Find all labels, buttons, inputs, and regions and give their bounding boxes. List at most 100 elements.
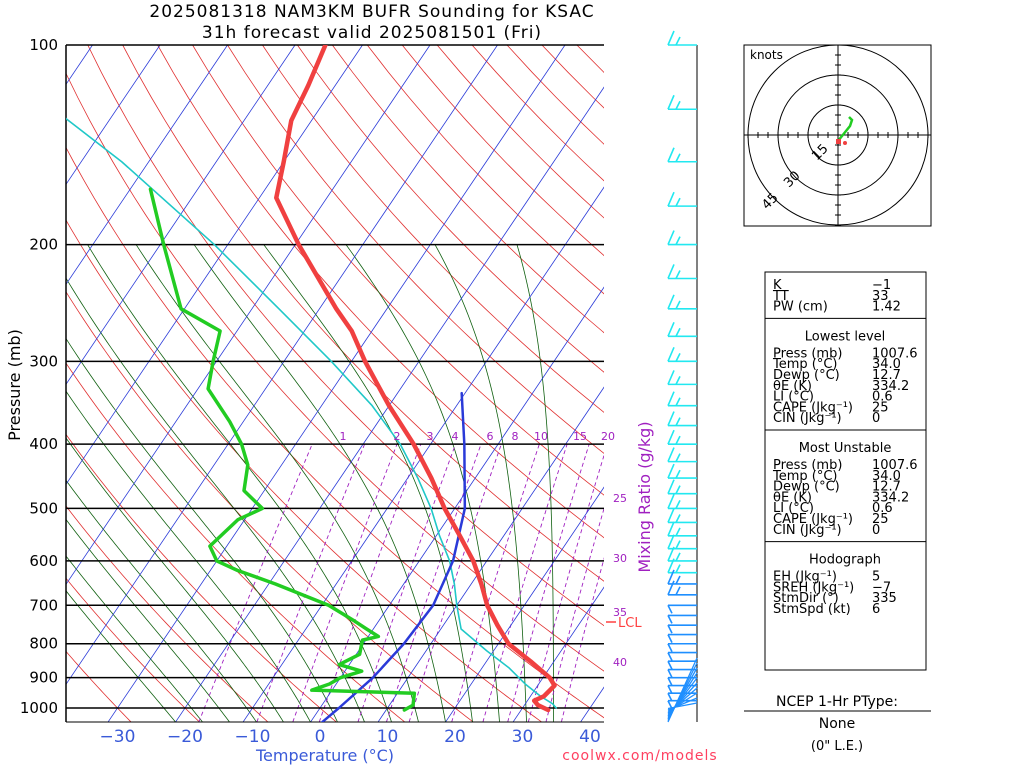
index-0-value: −1 [872,278,891,293]
ptype-value: None [819,716,856,732]
wind-barb-flag [675,435,681,445]
lowest-level-row-6-value: 0 [872,411,880,426]
wind-barb-flag [667,447,675,462]
dry-adiabat-line [262,45,604,413]
lowest-level-row-6-label: CIN (Jkg⁻¹) [773,411,842,426]
wind-barb-flag [667,191,675,207]
wind-barb-flag [675,564,681,574]
lowest-level-row-1-value: 34.0 [872,357,901,372]
mixing-ratio-line [560,557,604,722]
moist-adiabat-line [263,244,473,722]
wind-barb-flag [667,230,675,245]
hodograph-stats-heading: Hodograph [809,553,881,568]
wind-barb-flag [675,327,681,337]
pressure-tick-600: 600 [29,552,58,570]
temperature-tick-30: 30 [512,727,534,747]
most-unstable-row-5-label: CAPE (Jkg⁻¹) [773,512,853,527]
most-unstable-row-6-value: 0 [872,523,880,538]
hodograph-storm-motion-marker [836,139,841,144]
wind-barb-flag [667,463,675,479]
wind-barb-flag [667,669,673,678]
chart-title: 2025081318 NAM3KM BUFR Sounding for KSAC [149,2,594,22]
isotherm-line [242,186,604,722]
lowest-level-row-3-value: 334.2 [872,379,909,394]
mixing-ratio-label-4: 4 [452,430,459,443]
wind-barb-flag [667,677,673,687]
hodograph-stats-row-2-value: 335 [872,591,897,606]
virtual-profile [66,117,558,709]
pressure-tick-400: 400 [29,435,58,453]
lowest-level-row-4-value: 0.6 [872,390,893,405]
wind-barb-flag [675,586,681,596]
mixing-ratio-line [527,453,604,722]
moist-adiabat-line [66,277,365,722]
hodograph-stats-row-3-label: StmSpd (kt) [773,602,851,617]
lowest-level-row-3-label: θE (K) [773,379,812,394]
dry-adiabat-line [297,45,604,373]
mixing-ratio-label-35: 35 [613,606,627,619]
moist-adiabats [66,244,554,722]
isotherm-line [66,45,431,586]
dry-adiabat-line [66,650,132,722]
isobars [66,44,604,709]
mixing-ratio-line [408,444,502,722]
temperature-tick-20: 20 [444,727,466,747]
wind-barb-flag [675,575,681,585]
pressure-tick-1000: 1000 [20,699,58,717]
stats-frame [764,271,927,671]
wind-barb-flag [667,411,675,426]
wind-barb-flag [667,692,673,702]
wind-barb-surface [667,702,698,710]
wind-barb-flag [667,294,675,310]
moist-adiabat-line [66,437,284,722]
wind-barb-flag [675,236,681,245]
wind-barb-flag [675,300,681,310]
wind-barb-flag [667,643,673,653]
wind-barb-flag [667,546,675,562]
temperature-tick--20: −20 [167,727,203,747]
dry-adiabat-line [192,45,604,496]
moist-adiabat-line [66,518,230,722]
most-unstable-row-4-value: 0.6 [872,501,893,516]
isotherm-line [66,45,228,286]
hodograph-grid [744,44,931,226]
lowest-level-row-0-label: Press (mb) [773,346,842,361]
moist-adiabat-line [135,244,419,722]
mixing-ratio-label-40: 40 [613,656,627,669]
pressure-tick-labels: 100 200 300 400 500 600 700 800 900 1000 [20,36,58,717]
isotherm-line [377,386,604,722]
moist-adiabat-line [193,244,446,722]
wind-barb-flag [667,521,675,537]
isotherm-line [175,86,604,722]
wind-barb-flag [667,652,673,661]
wind-barb-flag [667,615,673,624]
wind-barb-flag [667,508,675,523]
y-axis-label: Pressure (mb) [5,329,24,441]
wind-barb-flag [667,634,673,643]
pressure-tick-300: 300 [29,352,58,370]
wind-barb-flag [667,534,675,549]
wind-barb-flag [667,624,673,634]
most-unstable-row-3-label: θE (K) [773,490,812,505]
temperature-tick-40: 40 [579,727,601,747]
most-unstable-row-0-value: 1007.6 [872,458,918,473]
parcel-profile [321,391,467,722]
mixing-ratio-line [198,443,313,722]
wind-barb-flag [675,514,681,523]
hodograph-trace [837,116,854,142]
moist-adiabat-line [434,244,527,722]
chart-subtitle: 31h forecast valid 2025081501 (Fri) [202,23,542,43]
dry-adiabat-line [66,219,543,722]
wind-barb-flag [675,417,681,426]
lowest-level-row-5-value: 25 [872,400,889,415]
most-unstable-heading: Most Unstable [799,441,892,456]
mixing-ratio-line [507,444,590,722]
wind-barb-flag [675,153,681,163]
wind-barb-flag [667,660,673,670]
mixing-ratio-label-1: 1 [340,430,347,443]
wind-barb-flag [675,100,681,110]
mixing-ratio-line [385,444,482,722]
most-unstable-row-0-label: Press (mb) [773,458,842,473]
moist-adiabat-line [66,555,203,722]
